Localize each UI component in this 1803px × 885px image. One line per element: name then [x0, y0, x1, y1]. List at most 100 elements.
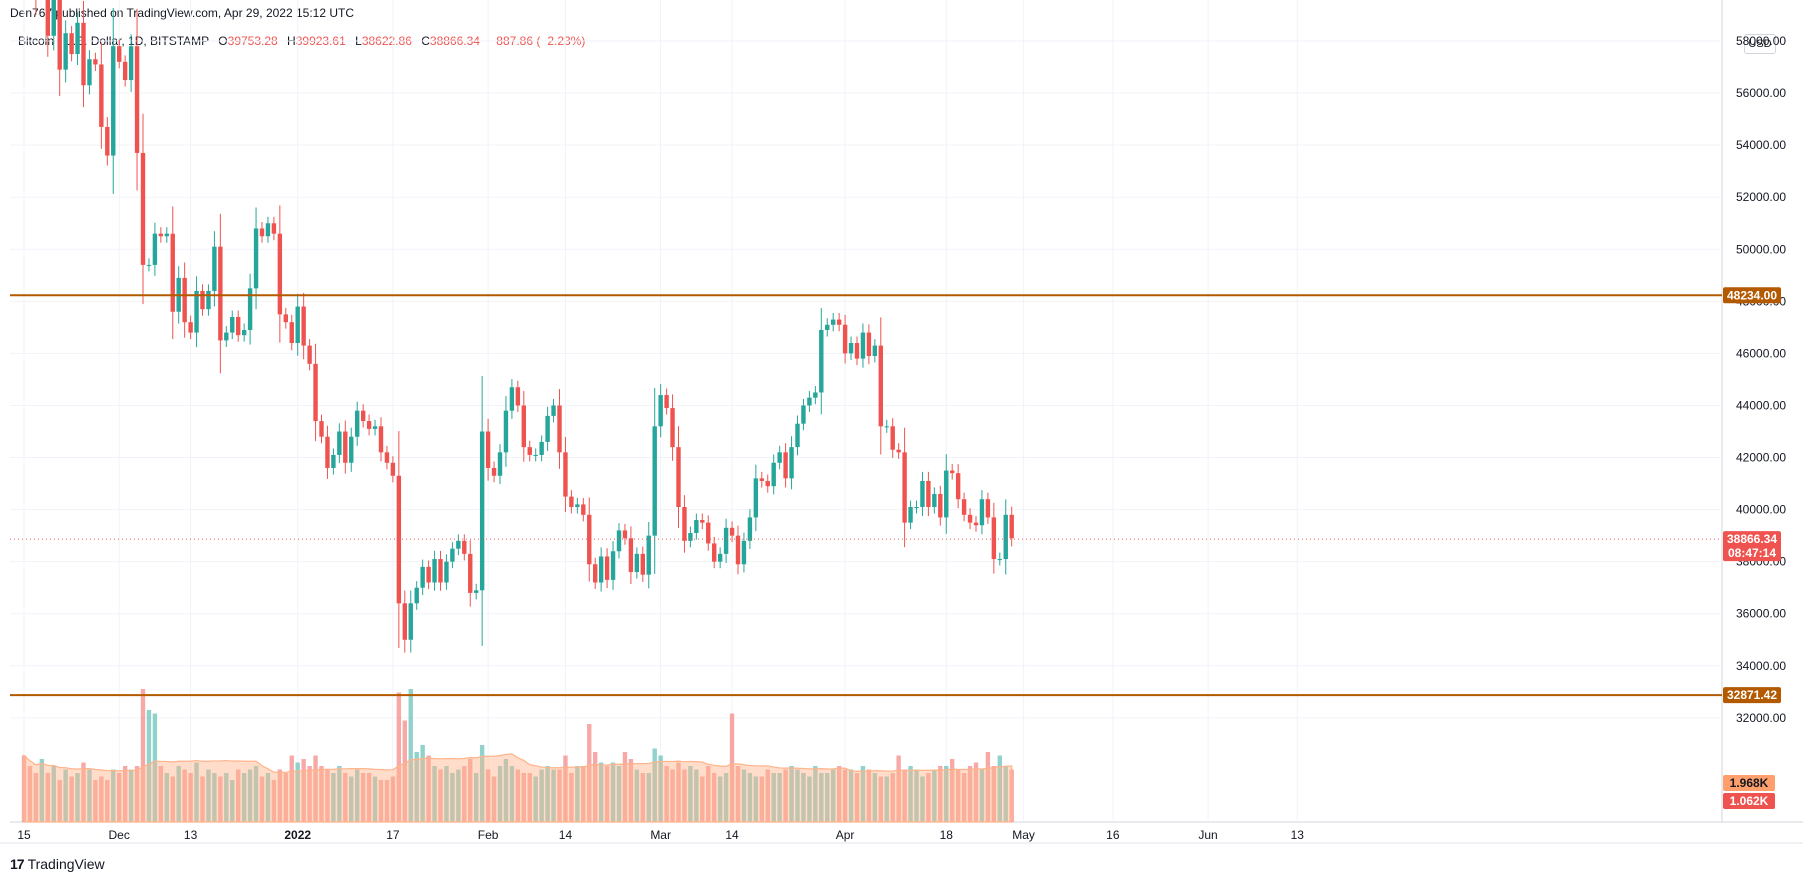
- volume-bar: [950, 759, 955, 822]
- volume-bar: [938, 766, 943, 822]
- volume-bar: [884, 776, 889, 822]
- candle-body: [652, 426, 657, 536]
- volume-bar: [158, 766, 164, 822]
- volume-bar: [319, 766, 324, 822]
- volume-ma: [23, 753, 1013, 823]
- candle-body: [604, 556, 610, 580]
- candle-body: [277, 233, 283, 315]
- candle-body: [848, 342, 854, 354]
- candle-body: [676, 447, 681, 508]
- candle-body: [932, 493, 937, 508]
- x-tick-label: 15: [17, 828, 31, 842]
- candle-body: [474, 590, 479, 593]
- volume-bar: [682, 769, 687, 822]
- volume-bar: [450, 773, 455, 822]
- volume-bar: [545, 766, 550, 822]
- candle-body: [1003, 514, 1008, 560]
- candle-body: [872, 345, 878, 357]
- candle-body: [450, 548, 455, 562]
- volume-bar: [313, 755, 318, 822]
- volume-bar: [414, 752, 419, 822]
- last-price-label: 38866.34: [1727, 532, 1777, 546]
- volume-bar: [634, 769, 640, 822]
- candle-body: [515, 387, 521, 406]
- volume-bar: [111, 769, 116, 822]
- volume-bar: [604, 766, 610, 822]
- candle-body: [944, 470, 949, 518]
- candle-body: [75, 22, 80, 55]
- volume-bar: [63, 769, 68, 822]
- volume-bar: [712, 773, 717, 822]
- candle-body: [337, 431, 342, 455]
- footer-brand[interactable]: TradingView: [27, 856, 105, 872]
- candle-body: [533, 454, 538, 456]
- candle-body: [795, 423, 800, 448]
- volume-bar: [420, 745, 425, 822]
- time-axis[interactable]: 15 Dec 13 2022 17 Feb 14 Mar 14 Apr 18 May 16 Jun 13: [17, 828, 1304, 842]
- price-axis[interactable]: 32000.0034000.0036000.0038000.0040000.00…: [1723, 34, 1786, 809]
- volume-bar: [836, 766, 842, 822]
- volume-bar: [914, 769, 919, 822]
- volume-bar: [813, 766, 818, 822]
- candle-body: [117, 46, 122, 62]
- candle-body: [765, 480, 770, 487]
- y-tick-label: 54000.00: [1736, 138, 1786, 152]
- volume-bar: [652, 748, 657, 822]
- candle-body: [170, 233, 175, 312]
- volume-bar: [563, 755, 568, 822]
- volume-bar: [973, 762, 979, 822]
- volume-bar: [128, 769, 134, 822]
- volume-bar: [735, 766, 741, 822]
- candle-body: [842, 324, 848, 354]
- support-resistance-levels: [10, 294, 1722, 697]
- volume-bar: [27, 766, 33, 822]
- volume-bar: [640, 773, 645, 822]
- candle-body: [866, 332, 872, 357]
- volume-bar: [200, 776, 205, 822]
- publisher-line: Den767 published on TradingView.com, Apr…: [10, 6, 355, 20]
- candle-body: [271, 223, 277, 234]
- candle-body: [973, 522, 979, 526]
- level-badge: [1723, 287, 1781, 304]
- volume-bar: [581, 766, 586, 822]
- candle-body: [438, 559, 443, 583]
- candle-body: [664, 395, 669, 409]
- candle-body: [741, 540, 747, 565]
- candle-body: [854, 342, 860, 359]
- volume-bar: [122, 766, 128, 822]
- candle-body: [610, 551, 616, 580]
- volume-bar: [33, 773, 39, 822]
- volume-bar: [390, 776, 396, 822]
- candle-body: [479, 431, 485, 591]
- volume-bar: [93, 780, 98, 822]
- currency-button[interactable]: USD: [1744, 34, 1776, 54]
- candle-body: [200, 290, 205, 310]
- volume-bar: [462, 766, 467, 822]
- volume-bar: [479, 745, 485, 822]
- candle-body: [128, 46, 134, 81]
- volume-bar: [372, 776, 378, 822]
- volume-bar: [533, 776, 538, 822]
- tradingview-logo-icon[interactable]: 17: [10, 856, 25, 872]
- volume-bar: [117, 773, 122, 822]
- candle-body: [93, 59, 98, 65]
- y-tick-label: 40000.00: [1736, 503, 1786, 517]
- candle-body: [955, 473, 961, 500]
- candle-body: [152, 233, 158, 265]
- candle-body: [426, 566, 431, 583]
- volume-bar: [825, 773, 830, 822]
- candle-body: [331, 454, 336, 468]
- volume-bar: [551, 769, 556, 822]
- candle-body: [182, 277, 187, 323]
- volume-bar: [146, 710, 152, 822]
- volume-bar: [45, 773, 50, 822]
- x-tick-label: Apr: [836, 828, 855, 842]
- candle-body: [140, 152, 146, 265]
- candle-body: [938, 493, 943, 518]
- volume-bar: [658, 755, 663, 822]
- volume-bar: [164, 773, 169, 822]
- volume-bar: [694, 769, 699, 822]
- volume-bar: [878, 776, 883, 822]
- volume-bar: [848, 769, 854, 822]
